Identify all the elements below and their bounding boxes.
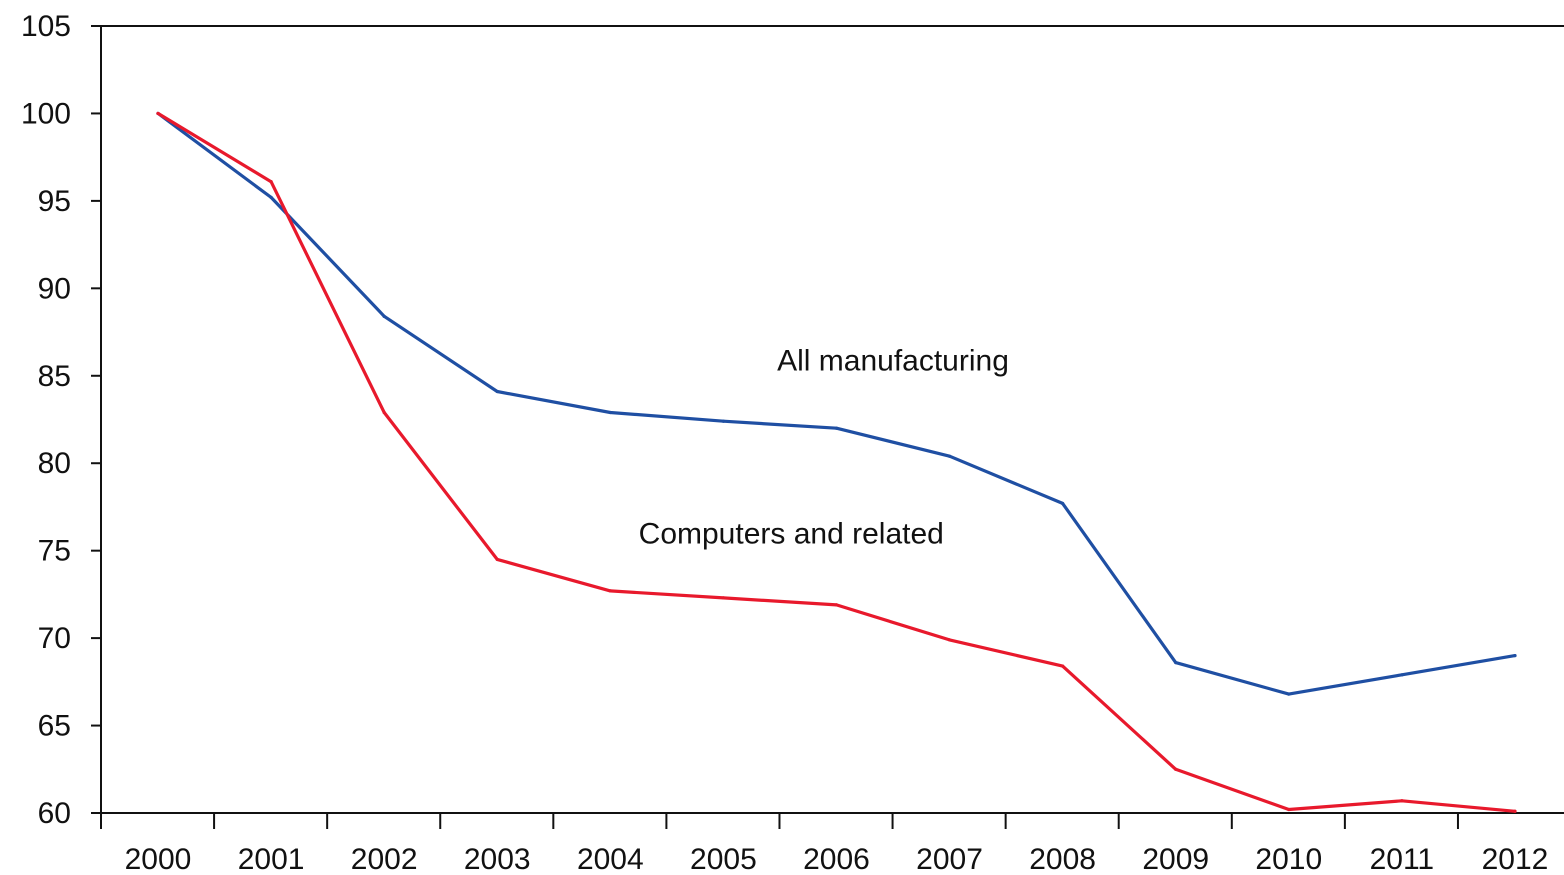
data-point — [608, 410, 612, 415]
y-tick-label: 85 — [38, 360, 71, 393]
data-point — [721, 419, 726, 423]
data-point — [495, 389, 499, 394]
y-tick-label: 100 — [21, 97, 71, 130]
data-point — [1287, 692, 1291, 696]
y-tick-label: 70 — [38, 622, 71, 655]
data-point — [947, 454, 952, 458]
data-point — [1061, 501, 1065, 506]
label-all-manufacturing: All manufacturing — [777, 345, 1009, 378]
data-point — [382, 410, 386, 415]
y-tick-label: 65 — [38, 710, 71, 743]
y-tick-label: 95 — [38, 185, 71, 218]
x-tick-label: 2000 — [125, 843, 192, 875]
series-line-all-manufacturing — [156, 111, 1517, 696]
x-tick-label: 2009 — [1142, 843, 1209, 875]
data-point — [721, 596, 726, 600]
data-point — [1174, 660, 1178, 665]
x-tick-label: 2002 — [351, 843, 418, 875]
y-tick-label: 75 — [38, 535, 71, 568]
data-point — [382, 314, 386, 318]
data-point — [834, 603, 839, 607]
x-tick-label: 2003 — [464, 843, 531, 875]
x-tick-label: 2011 — [1370, 843, 1435, 875]
data-point — [1400, 673, 1404, 677]
data-point — [1061, 664, 1065, 668]
data-point — [156, 111, 160, 116]
data-point — [608, 589, 612, 593]
y-axis-ticks: 60 65 70 75 80 85 90 95 100 105 — [21, 10, 101, 830]
data-point — [1287, 807, 1291, 812]
label-computers-and-related: Computers and related — [639, 518, 944, 551]
data-point — [1400, 799, 1404, 803]
data-point — [269, 195, 273, 199]
axes — [100, 25, 1564, 814]
data-point — [1513, 809, 1517, 813]
x-tick-label: 2010 — [1255, 843, 1322, 875]
y-tick-label: 80 — [38, 447, 71, 480]
x-tick-label: 2005 — [690, 843, 757, 875]
series-lines — [156, 111, 1517, 813]
data-point — [1174, 767, 1178, 771]
data-point — [947, 638, 952, 642]
annotations: All manufacturing Computers and related — [639, 345, 1009, 551]
data-point — [269, 180, 273, 184]
x-tick-label: 2006 — [803, 843, 870, 875]
y-tick-label: 105 — [21, 10, 71, 43]
data-point — [495, 557, 499, 562]
y-tick-label: 60 — [38, 797, 71, 830]
x-tick-label: 2007 — [916, 843, 983, 875]
x-tick-label: 2001 — [238, 843, 305, 875]
y-tick-label: 90 — [38, 272, 71, 305]
x-tick-label: 2008 — [1029, 843, 1096, 875]
data-point — [834, 426, 839, 430]
x-axis-ticks: 2000 2001 2002 2003 2004 2005 2006 2007 2008 2009… — [100, 813, 1549, 875]
series-line-computers-and-related — [156, 111, 1517, 813]
x-tick-label: 2012 — [1482, 843, 1549, 875]
data-point — [1513, 654, 1517, 658]
x-tick-label: 2004 — [577, 843, 644, 875]
